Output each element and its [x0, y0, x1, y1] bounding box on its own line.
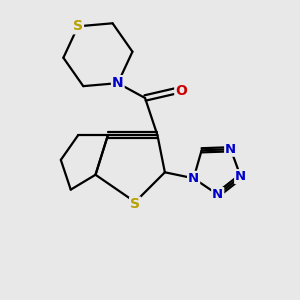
Text: N: N	[112, 76, 124, 90]
Text: N: N	[212, 188, 223, 201]
Text: N: N	[225, 143, 236, 156]
Text: N: N	[235, 170, 246, 183]
Text: S: S	[73, 19, 83, 33]
Text: N: N	[188, 172, 199, 185]
Text: O: O	[175, 84, 187, 98]
Text: S: S	[130, 197, 140, 212]
